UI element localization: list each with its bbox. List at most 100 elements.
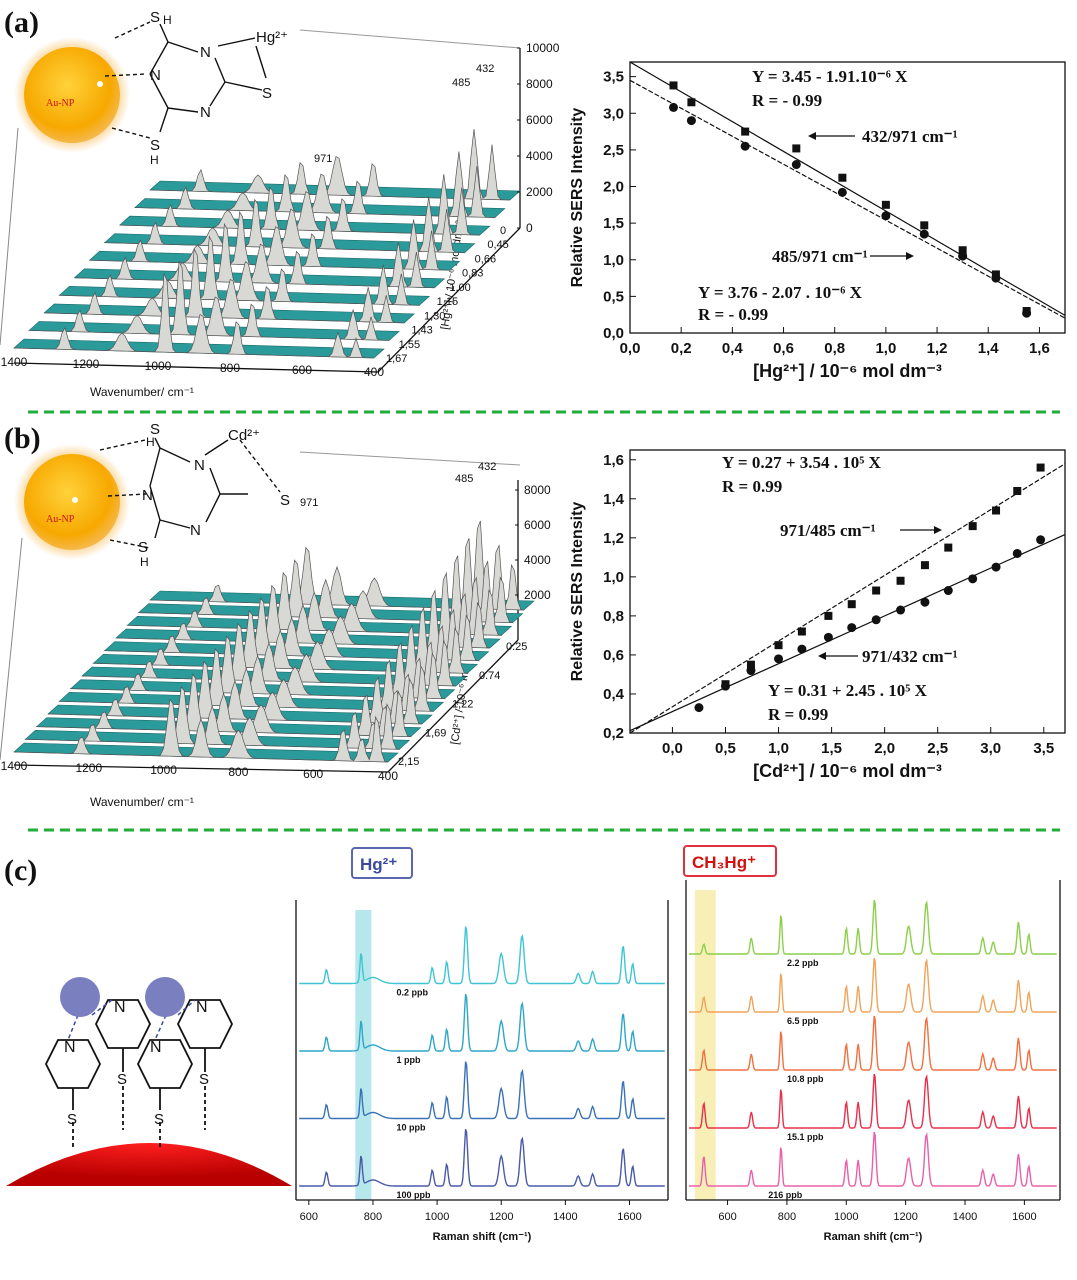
x-tick-label: 1000 — [425, 1211, 449, 1223]
atom-s-c2: S — [117, 1071, 127, 1088]
panel-label-c: (c) — [4, 854, 37, 887]
data-point-circle — [881, 211, 891, 221]
x-tick-label: 0,5 — [715, 740, 736, 757]
gold-surface-dome — [6, 1143, 292, 1186]
data-point-circle — [694, 703, 704, 713]
y-tick-label: 0,0 — [603, 325, 624, 342]
data-point-square — [920, 221, 929, 230]
data-point-square — [687, 98, 696, 107]
data-point-square — [1036, 463, 1045, 472]
data-point-circle — [791, 160, 801, 170]
depth-tick-label: 1,30 — [424, 310, 445, 322]
waterfall-a-xlabel: Wavenumber/ cm⁻¹ — [90, 385, 194, 399]
x-tick-label: 3,5 — [1033, 740, 1054, 757]
spectrum-label: 0.2 ppb — [396, 988, 428, 998]
equation-4-r: R = 0.99 — [768, 705, 828, 724]
data-point-square — [968, 522, 977, 531]
spectrum-label: 10.8 ppb — [787, 1074, 824, 1084]
x-tick-label: 1,2 — [927, 340, 948, 357]
peak-label: 485 — [452, 77, 470, 89]
data-point-square — [741, 127, 750, 136]
np-label-b: Au-NP — [46, 514, 75, 525]
atom-s-c4: S — [199, 1071, 209, 1088]
arrow-1-head — [808, 132, 816, 140]
x-tick-label: 800 — [220, 361, 240, 375]
atom-h-bottom: H — [150, 153, 159, 167]
x-axis-label: Raman shift (cm⁻¹) — [433, 1231, 532, 1243]
x-axis-label: [Cd²⁺] / 10⁻⁶ mol dm⁻³ — [753, 761, 942, 781]
spectrum-line — [689, 957, 1057, 1013]
data-point-square — [920, 561, 929, 570]
data-point-square — [669, 81, 678, 90]
spectrum-line — [689, 1073, 1057, 1129]
y-axis-label: Relative SERS Intensity — [569, 502, 586, 682]
data-point-circle — [871, 615, 881, 625]
atom-h-top-b: H — [146, 435, 155, 449]
x-tick-label: 800 — [228, 765, 248, 779]
data-point-square — [992, 506, 1001, 515]
fit-line — [629, 61, 1066, 316]
gold-nanoparticle — [24, 47, 120, 143]
z-tick-label: 8000 — [526, 77, 553, 91]
data-point-square — [944, 543, 953, 552]
depth-tick-label: 0.25 — [506, 641, 527, 653]
z-tick-label: 4000 — [526, 149, 553, 163]
data-point-circle — [837, 187, 847, 197]
depth-tick-label: 0 — [500, 225, 506, 237]
raman-chart-ch3hg: 600 800 1000 1200 1400 1600 Raman shift (cm⁻¹)… — [683, 845, 1061, 1243]
fit-line — [629, 463, 1066, 734]
x-tick-label: 0,6 — [773, 340, 794, 357]
data-point-square — [774, 641, 783, 650]
panel-label-a: (a) — [4, 6, 39, 39]
spectrum-trace — [74, 223, 435, 289]
x-tick-label: 800 — [364, 1211, 382, 1223]
equation-3-r: R = 0.99 — [722, 477, 782, 496]
z-tick-label: 6000 — [526, 113, 553, 127]
data-point-circle — [797, 644, 807, 654]
x-tick-label: 600 — [292, 363, 312, 377]
highlight-band — [694, 890, 716, 1200]
equation-2: Y = 3.76 - 2.07 . 10⁻⁶ X — [698, 283, 863, 302]
data-point-circle — [896, 605, 906, 615]
data-point-circle — [686, 116, 696, 126]
spectrum-label: 10 ppb — [396, 1123, 426, 1133]
highlight-band — [355, 910, 372, 1200]
data-point-circle — [774, 654, 784, 664]
data-point-circle — [746, 666, 756, 676]
atom-n-left-b: N — [142, 487, 153, 504]
y-tick-label: 0,2 — [603, 725, 624, 742]
y-tick-label: 2,5 — [603, 142, 624, 159]
np-label: Au-NP — [46, 98, 75, 109]
depth-tick-label: 1,00 — [449, 282, 470, 294]
spectrum-line — [299, 1061, 665, 1120]
z-tick-label: 6000 — [524, 518, 551, 532]
x-tick-label: 1,6 — [1029, 340, 1050, 357]
data-point-circle — [943, 586, 953, 596]
title-tag-box — [683, 845, 777, 877]
z-tick-label: 10000 — [526, 41, 560, 55]
x-tick-label: 800 — [778, 1211, 796, 1223]
spectrum-label: 2.2 ppb — [787, 958, 819, 968]
atom-n-bottom-b: N — [190, 522, 201, 539]
data-point-square — [746, 660, 755, 669]
x-tick-label: 1,0 — [875, 340, 896, 357]
data-point-circle — [740, 141, 750, 151]
molecule-b: Au-NP S H N N N S S H Cd²⁺ — [0, 421, 290, 761]
x-tick-label: 1400 — [553, 1211, 577, 1223]
z-tick-label: 2000 — [526, 185, 553, 199]
atom-h-bottom-b: H — [140, 555, 149, 569]
atom-s-right-b: S — [280, 492, 290, 509]
series-label-4: 971/432 cm⁻¹ — [862, 647, 958, 666]
equation-1-r: R = - 0.99 — [752, 91, 822, 110]
atom-s-right: S — [262, 85, 272, 102]
panel-label-b: (b) — [4, 422, 41, 455]
atom-n-left: N — [150, 67, 161, 84]
scatter-chart-b: 0,0 0,5 1,0 1,5 2,0 2,5 3,0 3,5 0,2 0,4 0,6 0,8 1,0 1… — [569, 449, 1066, 781]
data-point-circle — [720, 681, 730, 691]
data-point-circle — [919, 229, 929, 239]
atom-n-c4: N — [196, 999, 208, 1016]
waterfall-b-xlabel: Wavenumber/ cm⁻¹ — [90, 795, 194, 809]
x-tick-label: 2,5 — [927, 740, 948, 757]
cd-ion: Cd²⁺ — [228, 427, 260, 444]
x-tick-label: 1200 — [893, 1211, 917, 1223]
